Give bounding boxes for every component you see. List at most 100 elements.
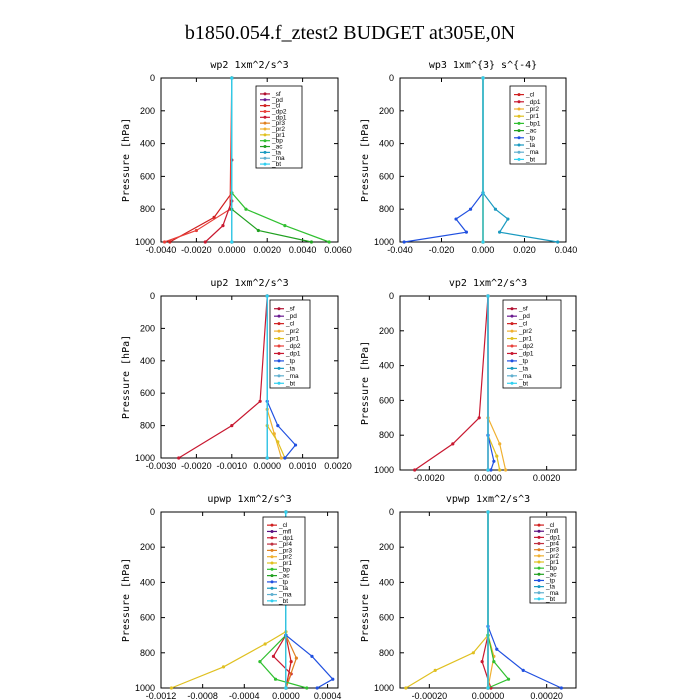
legend-label: _sf	[518, 306, 528, 313]
legend-box	[269, 299, 311, 389]
legend-label: _pr2	[518, 328, 532, 335]
legend-label: _pr3	[271, 120, 285, 127]
series-point	[168, 240, 172, 244]
x-tick-label: -0.0010	[217, 461, 248, 471]
legend-label: _pr1	[278, 560, 292, 567]
x-tick-label: 0.0010	[289, 461, 317, 471]
legend-marker	[270, 548, 274, 552]
legend-label: _pr2	[271, 126, 285, 133]
series-point	[265, 456, 269, 460]
series-point	[230, 424, 234, 428]
y-tick-label: 200	[140, 323, 155, 333]
series-point	[265, 294, 269, 298]
legend-marker	[277, 314, 281, 318]
series-point	[498, 442, 502, 446]
series-point	[276, 440, 280, 444]
legend-marker	[537, 554, 541, 558]
legend-label: _bp	[545, 565, 557, 572]
series-point	[433, 668, 437, 673]
legend-label: _dp2	[518, 343, 534, 350]
series-point	[279, 456, 283, 460]
series-point	[169, 686, 174, 690]
legend-marker	[537, 548, 541, 552]
x-tick-label: 0.0004	[314, 691, 342, 700]
legend-label: _ta	[525, 142, 535, 149]
series-line-dp1	[178, 295, 268, 459]
y-tick-label: 200	[140, 106, 155, 116]
y-tick-label: 800	[379, 204, 394, 214]
y-tick-label: 1000	[374, 683, 394, 693]
legend-marker	[510, 344, 514, 348]
legend-label: _ta	[271, 149, 281, 156]
legend-label: _sf	[285, 306, 295, 313]
x-tick-label: -0.0020	[414, 473, 445, 483]
series-point	[230, 76, 234, 80]
legend-label: _tp	[518, 358, 528, 365]
series-point	[481, 76, 485, 80]
y-tick-label: 1000	[374, 237, 394, 247]
y-tick-label: 600	[140, 613, 155, 623]
series-point	[284, 686, 288, 690]
x-tick-label: 0.0000	[218, 245, 246, 255]
legend-label: _cl	[518, 321, 528, 328]
series-point	[310, 654, 314, 658]
series-point	[273, 677, 278, 681]
x-tick-label: 0.040	[555, 245, 578, 255]
series-point	[283, 224, 287, 228]
series-point	[477, 416, 481, 420]
series-line-dp2	[164, 77, 233, 243]
legend-label: _pr2	[525, 106, 539, 113]
legend-label: _pr2	[545, 553, 559, 560]
x-tick-label: 0.0000	[474, 473, 502, 483]
legend-label: _bp	[271, 138, 283, 145]
x-tick-label: -0.0012	[146, 691, 177, 700]
y-tick-label: 200	[140, 542, 155, 552]
series-point	[315, 686, 319, 690]
legend-label: _ma	[518, 373, 532, 380]
legend-label: _pr4	[278, 541, 292, 548]
legend-label: _cl	[545, 522, 555, 529]
series-line-dp1	[204, 78, 233, 243]
legend-label: _dp1	[518, 350, 534, 357]
legend-label: _pd	[285, 313, 297, 320]
series-point	[203, 240, 207, 244]
legend-label: _bt	[271, 161, 281, 168]
legend-marker	[510, 307, 514, 311]
legend-label: _dp1	[271, 114, 287, 121]
x-tick-label: -0.0020	[181, 461, 212, 471]
legend-marker	[277, 359, 281, 363]
legend-marker	[277, 381, 281, 385]
chart-panel-3: up2 1xm^2/s^3 Pressure [hPa] 0 200 400 600 800…	[121, 278, 352, 471]
legend-label: _bp1	[525, 120, 541, 127]
x-tick-label: -0.00020	[412, 691, 448, 700]
y-axis-label: Pressure [hPa]	[121, 558, 132, 642]
series-point	[309, 240, 314, 244]
x-tick-label: -0.0040	[146, 245, 177, 255]
series-point	[486, 510, 490, 514]
legend-label: _mfl	[545, 528, 559, 535]
y-tick-label: 1000	[135, 453, 155, 463]
series-point	[162, 240, 167, 244]
y-tick-label: 800	[140, 648, 155, 658]
legend-label: _dp1	[285, 350, 301, 357]
legend-marker	[517, 157, 521, 161]
series-point	[263, 642, 267, 646]
series-point	[331, 677, 335, 681]
chart-panel-2: wp3 1xm^{3} s^{-4} Pressure [hPa] 0 200 400 6…	[360, 60, 577, 255]
series-point	[464, 230, 468, 234]
y-tick-label: 600	[140, 171, 155, 181]
legend-marker	[263, 133, 267, 137]
y-tick-label: 400	[140, 577, 155, 587]
series-line-tp	[404, 78, 484, 243]
y-tick-label: 800	[379, 430, 394, 440]
legend-marker	[263, 121, 267, 125]
legend-marker	[277, 337, 281, 341]
x-tick-label: 0.0020	[533, 473, 561, 483]
legend-marker	[517, 114, 521, 118]
legend-marker	[537, 560, 541, 564]
legend-marker	[277, 374, 281, 378]
x-tick-label: 0.0020	[253, 245, 281, 255]
legend-marker	[263, 115, 267, 119]
legend-marker	[270, 574, 274, 578]
